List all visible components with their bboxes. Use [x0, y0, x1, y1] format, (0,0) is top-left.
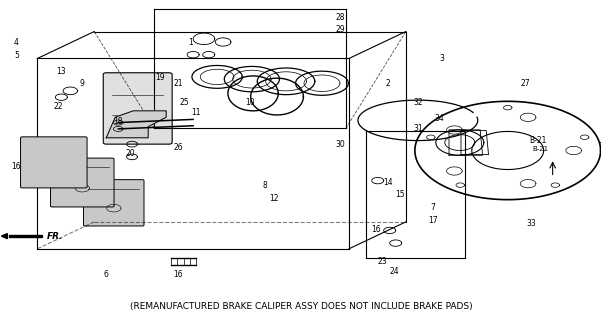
- Text: 13: 13: [57, 67, 66, 76]
- FancyBboxPatch shape: [51, 158, 114, 207]
- Text: 6: 6: [104, 270, 109, 279]
- Text: 28: 28: [335, 13, 345, 22]
- Text: 31: 31: [413, 124, 423, 133]
- Text: 8: 8: [262, 181, 267, 190]
- Text: 16: 16: [11, 162, 21, 171]
- Text: 2: 2: [385, 79, 390, 88]
- Text: 5: 5: [14, 51, 19, 60]
- Text: 24: 24: [389, 267, 399, 276]
- Text: 7: 7: [430, 203, 435, 212]
- Polygon shape: [106, 111, 166, 138]
- Text: (REMANUFACTURED BRAKE CALIPER ASSY DOES NOT INCLUDE BRAKE PADS): (REMANUFACTURED BRAKE CALIPER ASSY DOES …: [129, 302, 473, 311]
- Text: FR.: FR.: [46, 232, 63, 241]
- Text: 3: 3: [439, 54, 444, 63]
- Text: 11: 11: [191, 108, 201, 117]
- Text: B-21: B-21: [533, 146, 549, 152]
- Text: 20: 20: [125, 149, 135, 158]
- Text: 9: 9: [80, 79, 85, 88]
- Text: 16: 16: [371, 225, 380, 234]
- Text: 34: 34: [434, 114, 444, 123]
- Text: 16: 16: [173, 270, 183, 279]
- Text: 22: 22: [54, 101, 63, 111]
- Text: 1: 1: [188, 38, 193, 47]
- Text: 29: 29: [335, 25, 345, 35]
- Text: 14: 14: [383, 178, 393, 187]
- Polygon shape: [8, 235, 42, 237]
- Text: 23: 23: [377, 257, 386, 266]
- Text: 27: 27: [521, 79, 530, 88]
- FancyBboxPatch shape: [84, 180, 144, 226]
- FancyBboxPatch shape: [104, 73, 172, 144]
- Text: 18: 18: [114, 117, 123, 126]
- Text: 25: 25: [179, 99, 189, 108]
- FancyBboxPatch shape: [20, 137, 87, 188]
- Text: 4: 4: [14, 38, 19, 47]
- Text: 17: 17: [428, 216, 438, 225]
- Text: 30: 30: [335, 140, 345, 148]
- Text: 26: 26: [173, 143, 183, 152]
- Text: 21: 21: [173, 79, 183, 88]
- Text: 32: 32: [413, 99, 423, 108]
- Text: 19: 19: [155, 73, 165, 82]
- Polygon shape: [1, 234, 7, 239]
- Text: 12: 12: [269, 194, 279, 203]
- Text: 33: 33: [527, 219, 536, 228]
- Text: 10: 10: [245, 99, 255, 108]
- Text: B-21: B-21: [529, 136, 547, 146]
- Text: 15: 15: [395, 190, 405, 199]
